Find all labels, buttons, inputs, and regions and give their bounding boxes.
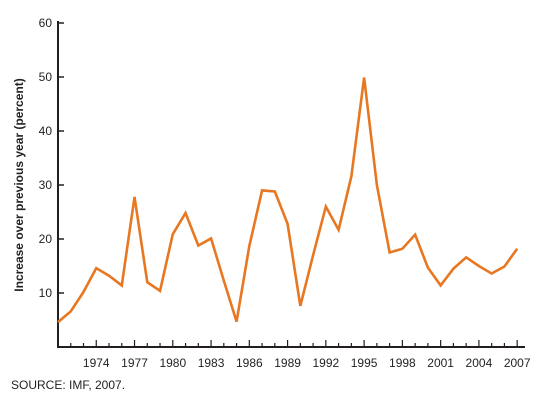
source-note: SOURCE: IMF, 2007. bbox=[11, 378, 126, 392]
y-tick-label: 30 bbox=[39, 178, 53, 192]
x-tick-label: 1977 bbox=[121, 356, 148, 370]
data-points bbox=[57, 77, 518, 323]
x-tick-label: 1983 bbox=[198, 356, 225, 370]
y-tick-label: 10 bbox=[39, 286, 53, 300]
y-tick-label: 60 bbox=[39, 16, 53, 30]
x-tick-label: 2001 bbox=[427, 356, 454, 370]
y-tick-label: 50 bbox=[39, 70, 53, 84]
y-tick-label: 20 bbox=[39, 232, 53, 246]
x-tick-label: 1998 bbox=[389, 356, 416, 370]
x-tick-label: 1986 bbox=[236, 356, 263, 370]
x-tick-label: 1989 bbox=[274, 356, 301, 370]
x-tick-label: 2007 bbox=[504, 356, 531, 370]
y-tick-label: 40 bbox=[39, 124, 53, 138]
series-line bbox=[57, 77, 519, 324]
x-axis-ticks: 1974 1977 1980 1983 1986 1989 1992 1995 1998 2001… bbox=[57, 340, 531, 370]
x-tick-label: 1974 bbox=[83, 356, 110, 370]
x-tick-label: 1995 bbox=[351, 356, 378, 370]
y-axis-ticks: 10 20 30 40 50 60 bbox=[39, 16, 64, 300]
x-tick-label: 2004 bbox=[466, 356, 493, 370]
y-axis-label: Increase over previous year (percent) bbox=[12, 78, 26, 291]
x-tick-label: 1980 bbox=[159, 356, 186, 370]
x-tick-label: 1992 bbox=[312, 356, 339, 370]
